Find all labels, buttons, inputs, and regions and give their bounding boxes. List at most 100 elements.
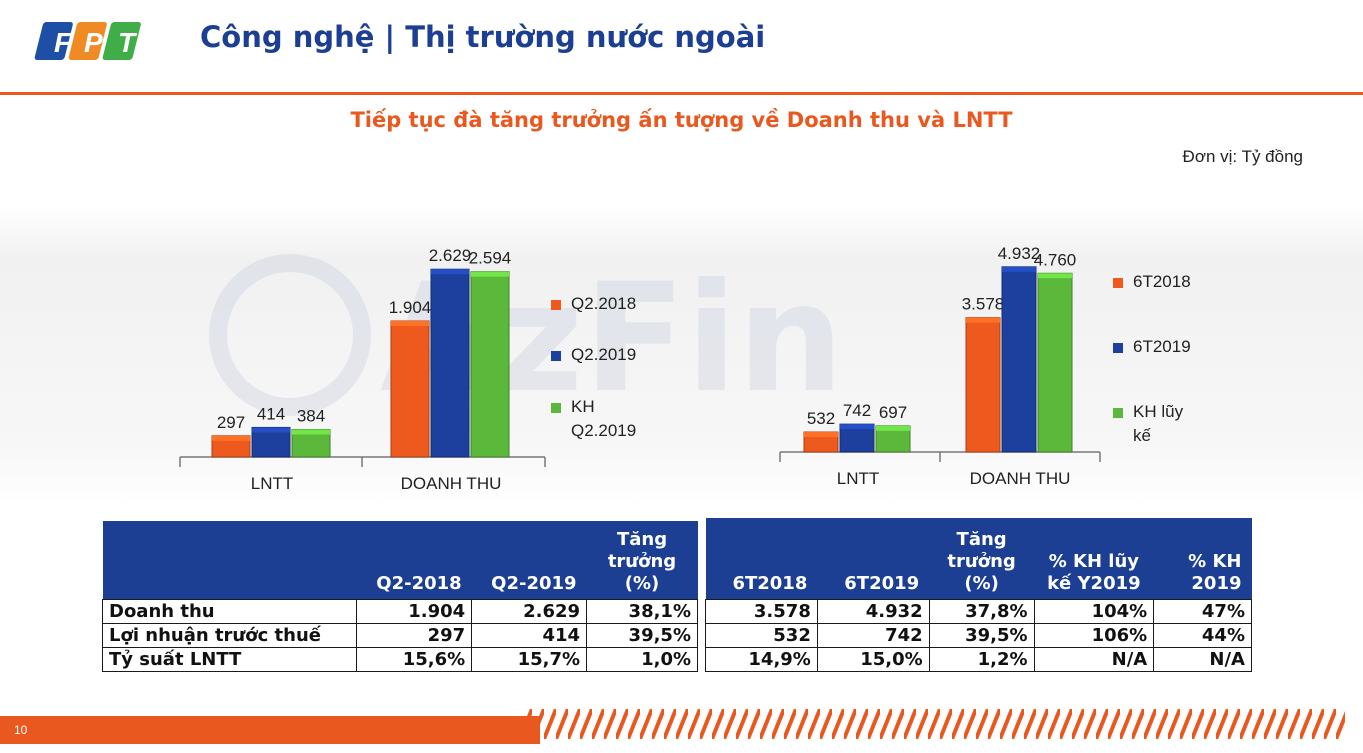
legend-swatch (551, 351, 561, 361)
table-cell: 15,7% (471, 646, 588, 672)
table-cell: 3.578 (705, 598, 818, 624)
slide-subtitle: Tiếp tục đà tăng trưởng ấn tượng về Doan… (350, 108, 1013, 132)
table-header-cell: Q2-2018 (356, 521, 472, 599)
bar-value-label: 532 (807, 409, 835, 428)
table-cell: 104% (1033, 598, 1155, 624)
table-header-row: 6T2018 6T2019 Tăng trưởng (%) % KH lũy k… (705, 518, 1252, 599)
table-header-blank (102, 521, 357, 599)
svg-text:F: F (54, 27, 72, 58)
table-cell: 39,5% (928, 622, 1035, 648)
bar-doanh-thu-3 (1037, 272, 1073, 453)
legend-label: Q2.2019 (571, 345, 637, 364)
table-row: 14,9% 15,0% 1,2% N/A N/A (705, 646, 1252, 672)
legend-swatch (551, 403, 561, 413)
unit-label: Đơn vị: Tỷ đồng (1182, 147, 1303, 166)
bar-value-label: 742 (843, 401, 871, 420)
legend-item: KH Q2.2019 (551, 395, 636, 443)
page-number: 10 (14, 723, 28, 737)
table-row: Doanh thu 1.904 2.629 38,1% (101, 598, 698, 624)
bar-doanh-thu-2 (1001, 266, 1037, 453)
bar-value-label: 2.629 (429, 246, 472, 265)
x-tick-label: DOANH THU (401, 474, 502, 493)
bar-doanh-thu-1 (965, 317, 1001, 453)
table-header-cell: Tăng trưởng (%) (929, 518, 1035, 599)
legend-item: KH lũy kế (1113, 400, 1183, 448)
bar-value-label: 384 (297, 407, 325, 426)
table-cell: 532 (705, 622, 818, 648)
bar-value-label: 4.932 (998, 244, 1041, 263)
table-header-cell: % KH 2019 (1153, 518, 1252, 599)
legend-label: 6T2018 (1133, 272, 1191, 291)
table-header-row: Q2-2018 Q2-2019 Tăng trưởng (%) (102, 521, 698, 599)
half-year-results-table: 6T2018 6T2019 Tăng trưởng (%) % KH lũy k… (705, 518, 1252, 672)
table-cell: 44% (1153, 622, 1252, 648)
bar-highlight (252, 427, 290, 433)
legend-label: 6T2019 (1133, 337, 1191, 356)
bar-highlight (966, 317, 1000, 323)
table-header-cell: Tăng trưởng (%) (586, 521, 698, 599)
legend-swatch (1113, 408, 1123, 418)
table-cell: 39,5% (586, 622, 698, 648)
bar-highlight (431, 269, 469, 275)
bar-doanh-thu-2 (430, 268, 470, 458)
table-cell: 106% (1033, 622, 1155, 648)
table-cell: 414 (471, 622, 588, 648)
bar-value-label: 4.760 (1034, 250, 1077, 269)
legend-label: KH Q2.2019 (571, 397, 637, 440)
legend-item: Q2.2018 (551, 292, 636, 316)
table-cell: 4.932 (816, 598, 930, 624)
svg-text:P: P (84, 27, 103, 58)
table-cell: 15,6% (356, 646, 473, 672)
bar-doanh-thu-1 (390, 320, 430, 458)
legend-item: 6T2019 (1113, 335, 1191, 359)
header-divider (0, 92, 1363, 95)
table-cell: N/A (1033, 646, 1155, 672)
bar-highlight (1002, 266, 1036, 272)
bar-highlight (804, 432, 838, 438)
table-cell: 38,1% (586, 598, 698, 624)
footer-bar (0, 716, 540, 744)
table-cell: 1,2% (928, 646, 1035, 672)
table-header-cell: Q2-2019 (471, 521, 587, 599)
bar-value-label: 414 (257, 404, 285, 423)
table-row-label: Doanh thu (101, 598, 358, 624)
table-row: Tỷ suất LNTT 15,6% 15,7% 1,0% (101, 646, 698, 672)
bar-highlight (876, 425, 910, 431)
bar-highlight (471, 271, 509, 277)
bar-value-label: 3.578 (962, 295, 1005, 314)
bar-doanh-thu-3 (470, 271, 510, 458)
table-cell: 37,8% (928, 598, 1035, 624)
page-title: Công nghệ | Thị trường nước ngoài (200, 20, 766, 54)
table-row: Lợi nhuận trước thuế 297 414 39,5% (101, 622, 698, 648)
legend-item: 6T2018 (1113, 270, 1191, 294)
table-cell: N/A (1153, 646, 1252, 672)
table-row: 532 742 39,5% 106% 44% (705, 622, 1252, 648)
legend-item: Q2.2019 (551, 343, 636, 367)
table-cell: 14,9% (705, 646, 818, 672)
fpt-logo: F P T (34, 22, 141, 60)
bar-value-label: 697 (879, 403, 907, 422)
bar-lntt-1 (211, 435, 251, 458)
table-header-cell: 6T2019 (817, 518, 930, 599)
legend-swatch (1113, 343, 1123, 353)
bar-value-label: 2.594 (469, 249, 512, 268)
table-cell: 15,0% (816, 646, 930, 672)
bar-highlight (1038, 273, 1072, 279)
table-header-cell: 6T2018 (705, 518, 818, 599)
table-cell: 297 (356, 622, 473, 648)
bar-highlight (212, 435, 250, 441)
table-cell: 1,0% (586, 646, 698, 672)
legend-swatch (1113, 278, 1123, 288)
table-row-label: Tỷ suất LNTT (101, 646, 358, 672)
legend-swatch (551, 300, 561, 310)
table-row: 3.578 4.932 37,8% 104% 47% (705, 598, 1252, 624)
x-tick-label: LNTT (251, 474, 294, 493)
table-row-label: Lợi nhuận trước thuế (101, 622, 358, 648)
bar-highlight (292, 429, 330, 435)
table-cell: 2.629 (471, 598, 588, 624)
bar-highlight (391, 321, 429, 326)
footer-hatch-pattern (520, 709, 1345, 739)
x-tick-label: DOANH THU (970, 469, 1071, 488)
